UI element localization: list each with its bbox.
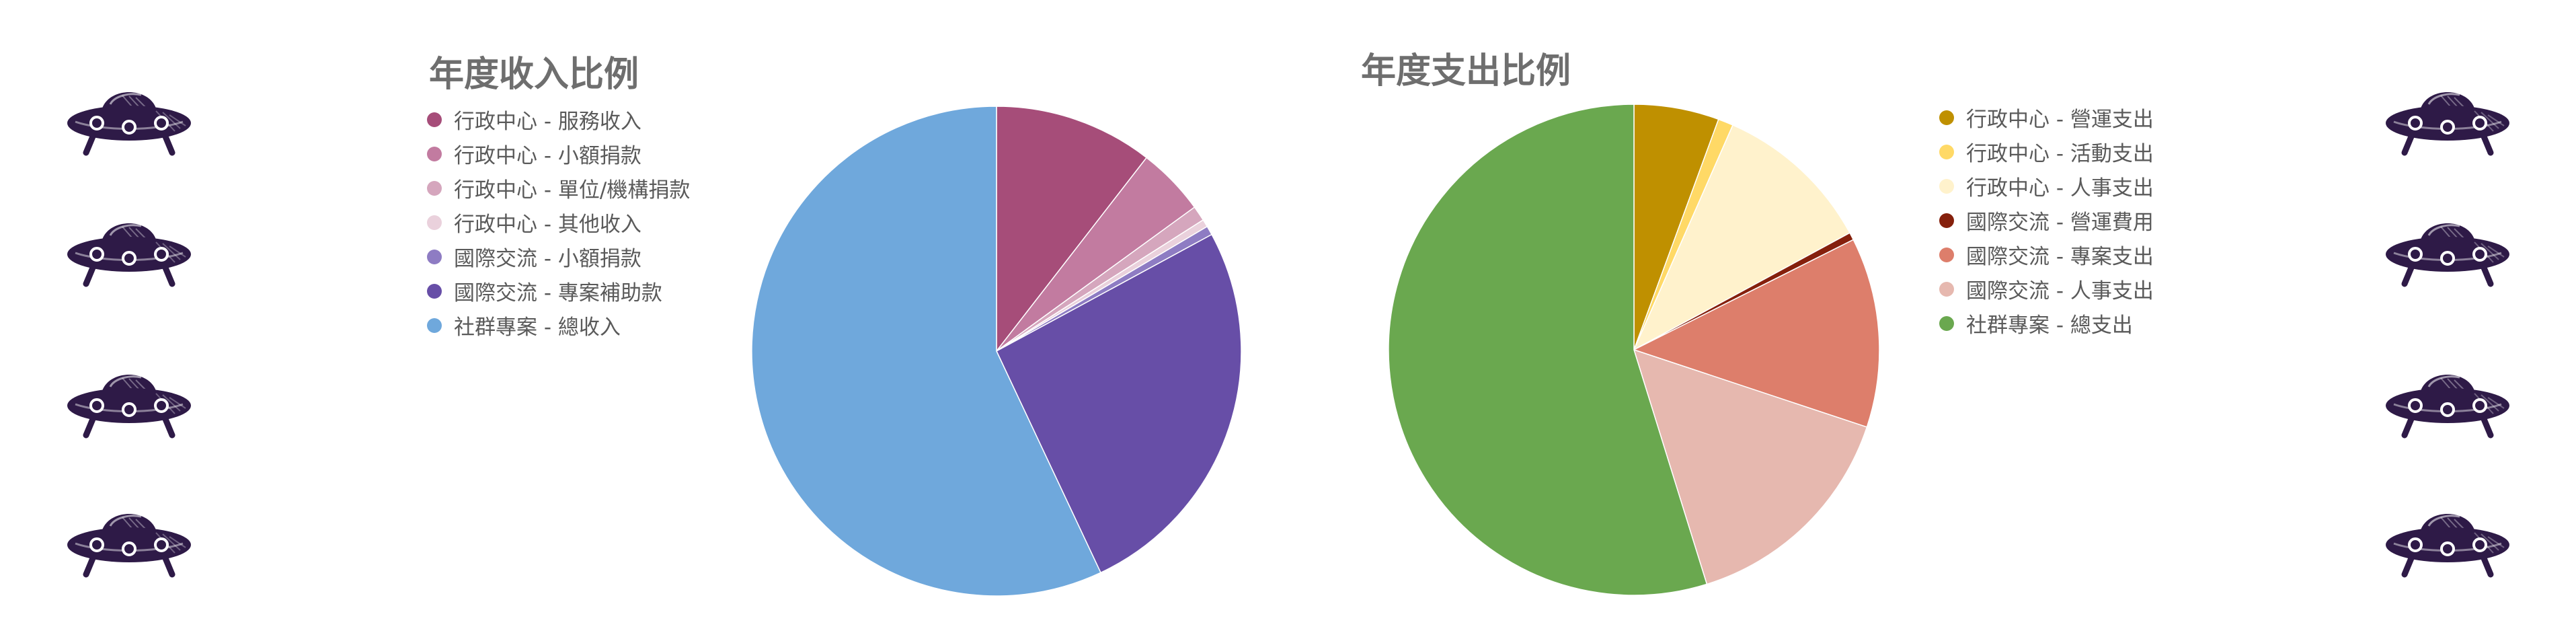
legend-label: 國際交流 - 專案補助款 xyxy=(454,281,662,305)
income-legend: 行政中心 - 服務收入 行政中心 - 小額捐款行政中心 - 單位/機構捐款 行政中心… xyxy=(427,102,690,342)
legend-label: 行政中心 - 人事支出 xyxy=(1966,176,2154,200)
legend-label: 社群專案 - 總支出 xyxy=(1966,313,2133,338)
pie-slice xyxy=(1633,239,1880,428)
legend-item: 行政中心 - 其他收入 xyxy=(427,205,690,239)
ufo-icon xyxy=(62,195,196,296)
legend-swatch xyxy=(427,180,442,196)
legend-item: 社群專案 - 總支出 xyxy=(1939,306,2154,340)
legend-swatch xyxy=(1939,247,1954,262)
legend-label: 行政中心 - 活動支出 xyxy=(1966,142,2154,166)
legend-swatch xyxy=(427,215,442,230)
pie-slice xyxy=(1633,124,1850,351)
legend-label: 社群專案 - 總收入 xyxy=(454,315,621,340)
legend-label: 行政中心 - 服務收入 xyxy=(454,110,641,134)
legend-swatch xyxy=(1939,110,1954,125)
legend-item: 國際交流 - 營運費用 xyxy=(1939,203,2154,237)
ufo-icon xyxy=(2380,195,2515,296)
legend-item: 行政中心 - 活動支出 xyxy=(1939,135,2154,169)
legend-label: 行政中心 - 營運支出 xyxy=(1966,108,2154,132)
legend-swatch xyxy=(427,146,442,161)
legend-label: 國際交流 - 小額捐款 xyxy=(454,247,641,271)
pie-slice xyxy=(996,233,1242,574)
legend-item: 國際交流 - 人事支出 xyxy=(1939,272,2154,306)
legend-swatch xyxy=(1939,178,1954,194)
expense-chart-title: 年度支出比例 xyxy=(1361,51,1571,91)
legend-item: 國際交流 - 小額捐款 xyxy=(427,239,690,274)
ufo-icon xyxy=(62,346,196,447)
pie-slice xyxy=(1633,104,1719,350)
legend-swatch xyxy=(427,112,442,127)
legend-swatch xyxy=(427,283,442,299)
income-chart-title: 年度收入比例 xyxy=(429,54,639,95)
legend-swatch xyxy=(1939,281,1954,297)
legend-item: 社群專案 - 總收入 xyxy=(427,308,690,342)
ufo-icon xyxy=(62,486,196,587)
legend-item: 行政中心 - 服務收入 xyxy=(427,102,690,137)
ufo-icon xyxy=(62,64,196,165)
legend-label: 國際交流 - 營運費用 xyxy=(1966,211,2154,235)
legend-swatch xyxy=(1939,213,1954,228)
legend-label: 行政中心 - 單位/機構捐款 xyxy=(454,178,691,202)
legend-label: 行政中心 - 其他收入 xyxy=(454,213,641,237)
pie-slice xyxy=(996,106,1148,353)
legend-swatch xyxy=(1939,315,1954,331)
pie-slice xyxy=(751,106,1101,597)
legend-item: 國際交流 - 專案補助款 xyxy=(427,274,690,308)
pie-slice xyxy=(1388,104,1708,596)
legend-item: 行政中心 - 營運支出 xyxy=(1939,100,2154,135)
legend-swatch xyxy=(427,317,442,333)
legend-item: 行政中心 - 單位/機構捐款 xyxy=(427,171,690,205)
legend-label: 行政中心 - 小額捐款 xyxy=(454,144,641,168)
legend-label: 國際交流 - 人事支出 xyxy=(1966,279,2154,303)
ufo-icon xyxy=(2380,486,2515,587)
legend-swatch xyxy=(427,249,442,264)
pie-slice xyxy=(1633,348,1868,585)
expense-legend: 行政中心 - 營運支出 行政中心 - 活動支出 行政中心 - 人事支出 國際交流 - … xyxy=(1939,100,2154,340)
ufo-icon xyxy=(2380,346,2515,447)
expense-pie xyxy=(1388,104,1880,596)
legend-label: 國際交流 - 專案支出 xyxy=(1966,245,2154,269)
legend-item: 行政中心 - 人事支出 xyxy=(1939,169,2154,203)
income-pie xyxy=(751,106,1242,597)
ufo-icon xyxy=(2380,64,2515,165)
legend-item: 行政中心 - 小額捐款 xyxy=(427,137,690,171)
legend-swatch xyxy=(1939,144,1954,159)
legend-item: 國際交流 - 專案支出 xyxy=(1939,237,2154,272)
